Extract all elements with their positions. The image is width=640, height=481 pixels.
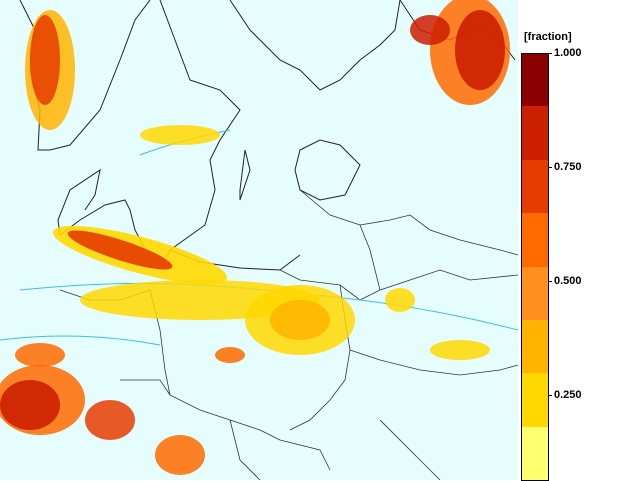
map-canvas <box>0 0 518 480</box>
colorbar-tick-label: 0.500 <box>554 274 582 287</box>
colorbar-segment <box>521 319 548 375</box>
colorbar-tick <box>548 394 552 396</box>
colorbar-tick-label: 0.750 <box>554 160 582 173</box>
legend-title: [fraction] <box>524 31 572 43</box>
colorbar-segment <box>521 53 548 108</box>
colorbar-tick-label: 1.000 <box>554 47 582 59</box>
colorbar-frame <box>521 53 549 481</box>
colorbar-tick-label: 0.250 <box>554 388 582 401</box>
colorbar-segment <box>521 373 548 428</box>
colorbar-segment <box>521 213 548 268</box>
colorbar-segment <box>521 266 548 321</box>
colorbar-tick <box>548 166 552 168</box>
colorbar-segment <box>521 106 548 161</box>
colorbar-segment <box>521 159 548 215</box>
colorbar-segment <box>521 426 548 481</box>
fraction-field <box>0 0 510 475</box>
legend: [fraction] 1.000 0.750 0.500 0.250 <box>518 0 640 481</box>
colorbar-tick <box>548 53 552 54</box>
colorbar-tick <box>548 280 552 282</box>
